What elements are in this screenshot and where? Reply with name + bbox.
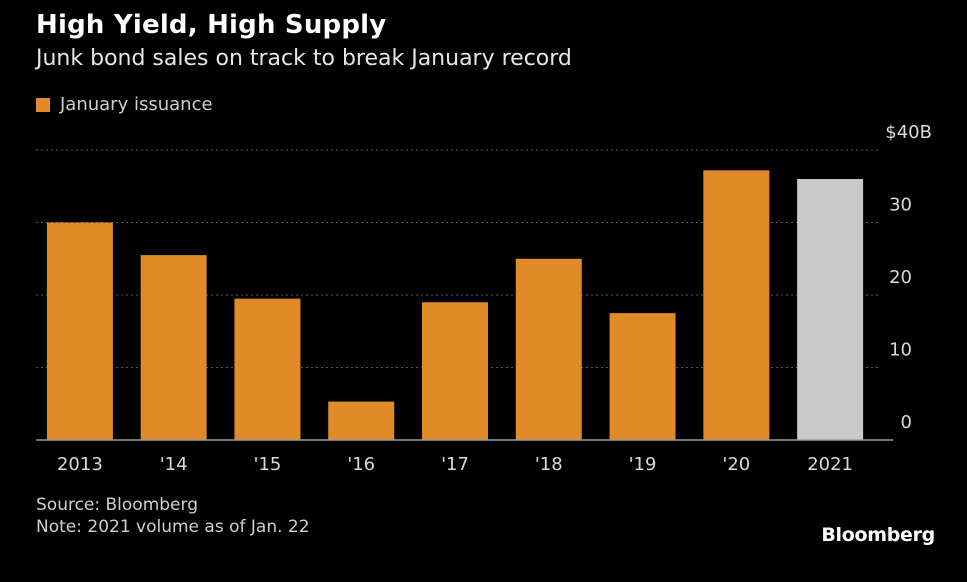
bar	[797, 179, 864, 440]
bar	[234, 298, 301, 440]
legend-label: January issuance	[60, 94, 213, 115]
x-tick-label: '17	[441, 454, 469, 475]
x-tick-label: '16	[347, 454, 375, 475]
y-tick-label: 30	[889, 195, 912, 216]
bloomberg-logo: Bloomberg	[821, 524, 935, 546]
chart-subtitle: Junk bond sales on track to break Januar…	[36, 46, 572, 71]
volume-note: Note: 2021 volume as of Jan. 22	[36, 517, 310, 537]
chart-title: High Yield, High Supply	[36, 10, 387, 40]
x-tick-label: '14	[160, 454, 188, 475]
bar	[46, 222, 113, 440]
bar	[609, 313, 676, 440]
bar	[703, 170, 770, 441]
legend: January issuance	[36, 94, 213, 115]
x-tick-label: '18	[535, 454, 563, 475]
bar	[140, 255, 207, 440]
source-note: Source: Bloomberg	[36, 495, 198, 515]
legend-swatch	[36, 97, 50, 112]
y-tick-label: 0	[901, 412, 912, 433]
x-tick-label: '19	[629, 454, 657, 475]
x-tick-label: '20	[722, 454, 750, 475]
x-tick-label: 2021	[807, 454, 853, 475]
chart-footer: Source: Bloomberg Note: 2021 volume as o…	[36, 494, 310, 538]
bar	[422, 302, 488, 440]
bar	[328, 401, 395, 440]
x-tick-label: '15	[254, 454, 282, 475]
y-tick-label: 10	[889, 340, 912, 361]
bar	[515, 258, 582, 440]
y-tick-label: 20	[889, 267, 912, 288]
x-tick-label: 2013	[57, 454, 103, 475]
y-tick-label: $40B	[885, 122, 932, 143]
